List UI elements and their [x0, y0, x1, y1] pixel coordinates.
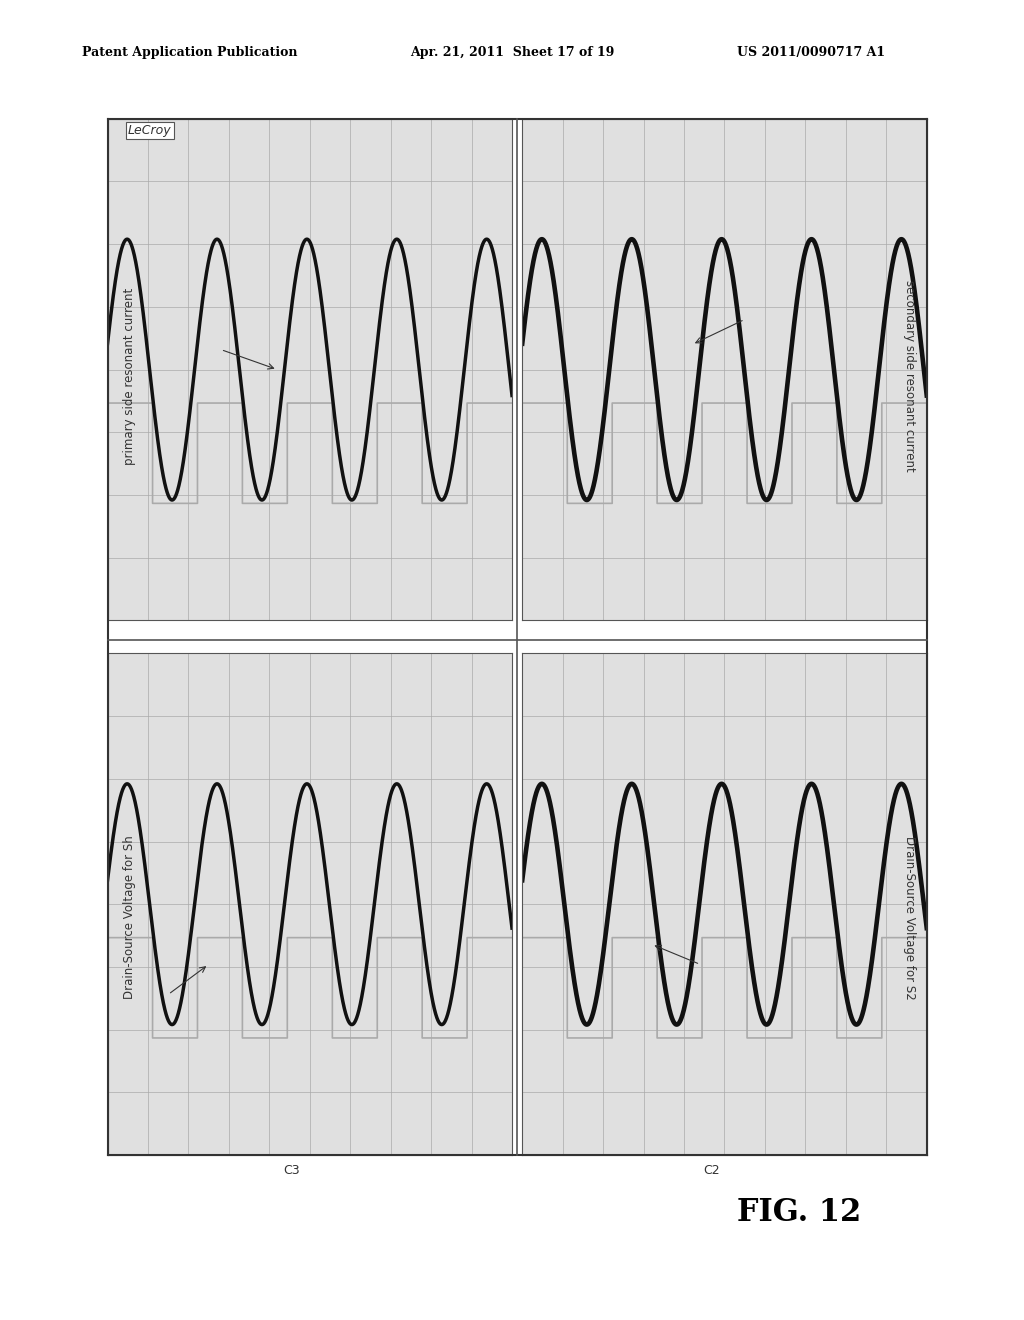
Text: FIG. 12: FIG. 12	[737, 1197, 861, 1228]
Text: Drain-Source Voltage for S2: Drain-Source Voltage for S2	[903, 836, 916, 999]
Text: US 2011/0090717 A1: US 2011/0090717 A1	[737, 46, 886, 59]
Text: Patent Application Publication: Patent Application Publication	[82, 46, 297, 59]
Text: C2: C2	[703, 1164, 720, 1177]
Text: C3: C3	[284, 1164, 300, 1177]
Text: Drain-Source Voltage for Sh: Drain-Source Voltage for Sh	[123, 836, 136, 999]
Text: primary side resonant current: primary side resonant current	[123, 288, 136, 465]
Text: secondary side resonant current: secondary side resonant current	[903, 280, 916, 473]
Text: Apr. 21, 2011  Sheet 17 of 19: Apr. 21, 2011 Sheet 17 of 19	[410, 46, 614, 59]
Text: LeCroy: LeCroy	[128, 124, 172, 137]
